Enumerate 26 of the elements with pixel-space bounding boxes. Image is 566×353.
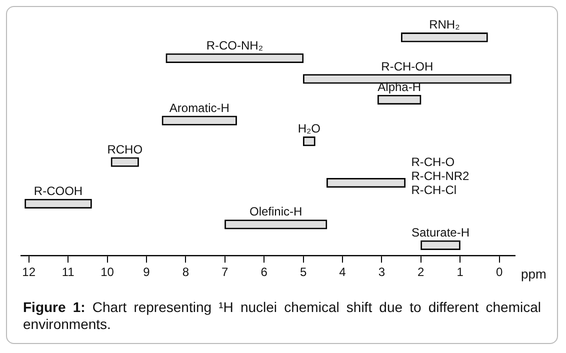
x-tick-label: 12 (22, 265, 36, 280)
x-tick-label: 8 (182, 265, 190, 280)
y-tick-label: Saturate-H (411, 226, 470, 240)
y-tick-label: Olefinic-H (250, 204, 302, 219)
x-tick-label: 6 (260, 265, 268, 280)
y-tick-label: RCHO (107, 142, 143, 156)
y-tick-label: R-CH-OH (381, 59, 434, 74)
y-tick-label: RNH₂ (429, 18, 460, 32)
x-axis-title: ppm (521, 266, 546, 282)
y-tick-label: R-CO-NH₂ (206, 38, 264, 52)
x-tick-label: 1 (456, 265, 464, 280)
y-tick-label: R-CH-O R-CH-NR2 R-CH-Cl (411, 155, 470, 198)
y-tick-label: Aromatic-H (169, 100, 230, 115)
x-tick-label: 4 (339, 265, 346, 280)
x-tick-label: 7 (222, 265, 229, 280)
caption: Figure 1: Chart representing ¹H nuclei chemical shift due to different chemical environments. (23, 299, 541, 333)
x-tick-label: 3 (378, 265, 386, 280)
y-tick-label: H₂O (298, 122, 321, 136)
x-tick-label: 11 (62, 265, 75, 280)
x-tick-label: 0 (496, 265, 503, 280)
x-tick-label: 9 (143, 265, 150, 280)
x-tick-label: 5 (300, 265, 307, 280)
y-tick-label: Alpha-H (378, 80, 422, 94)
x-tick-label: 10 (100, 265, 114, 280)
x-tick-label: 2 (418, 265, 425, 280)
y-tick-label: R-COOH (34, 184, 83, 198)
